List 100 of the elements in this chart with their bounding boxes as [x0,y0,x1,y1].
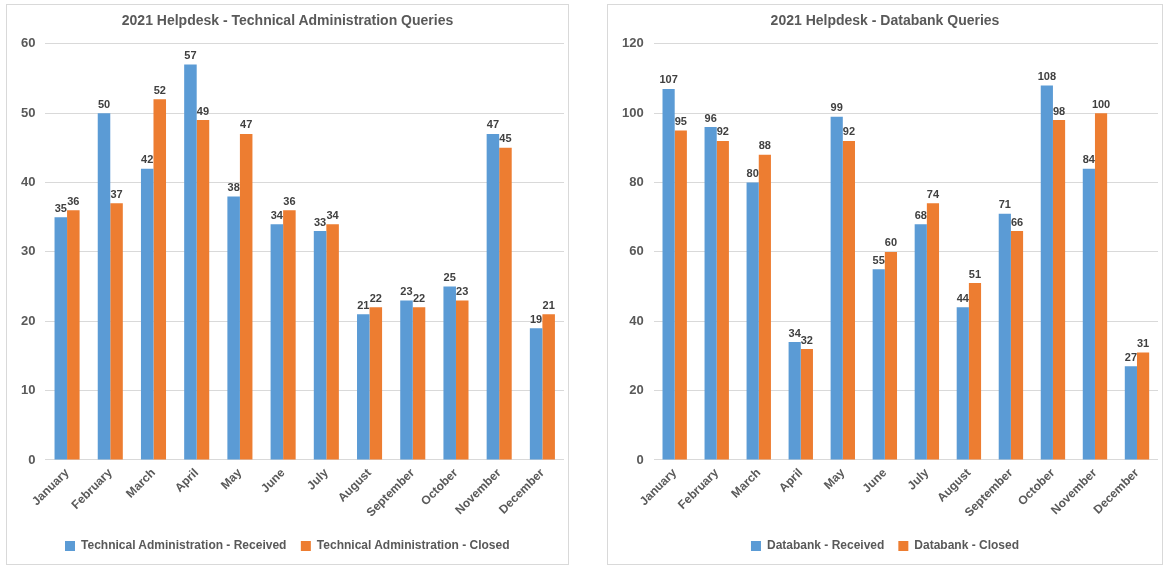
data-label: 33 [313,215,327,228]
data-label: 108 [1037,69,1057,82]
y-tick-label: 20 [629,382,644,398]
bar [1094,113,1108,460]
bar [998,213,1011,460]
bar [357,314,370,460]
bar [369,307,383,460]
chart-title: 2021 Helpdesk - Databank Queries [770,12,1000,29]
bar [54,217,68,460]
data-label: 34 [326,208,340,221]
y-tick-label: 20 [20,312,36,328]
data-label: 84 [1082,153,1096,166]
bar [830,116,843,460]
bar [239,133,253,460]
y-tick-label: 120 [621,35,644,51]
data-label: 34 [270,208,284,221]
bar [196,120,210,460]
bar [872,269,885,460]
bar [227,196,240,460]
data-label: 35 [54,201,67,214]
data-label: 38 [227,180,240,193]
data-label: 36 [283,194,296,207]
data-label: 88 [758,139,771,152]
data-label: 47 [486,118,500,131]
bar [1124,366,1137,460]
data-label: 99 [830,101,843,114]
y-tick-label: 50 [20,104,36,120]
data-label: 22 [369,291,382,304]
data-label: 49 [196,104,210,117]
data-label: 80 [746,167,759,180]
bar [529,328,543,460]
bar [704,127,717,460]
data-label: 96 [704,111,717,124]
bar [140,168,154,460]
bar [455,300,469,460]
y-tick-label: 30 [20,243,36,259]
bar [313,231,327,460]
bar [1082,168,1095,460]
data-label: 51 [968,267,982,280]
data-label: 55 [872,253,885,266]
legend-label: Technical Administration - Closed [316,538,510,553]
data-label: 92 [716,125,729,138]
bar [914,224,927,460]
bar [443,286,456,460]
bar [662,88,675,460]
data-label: 23 [400,284,413,297]
bar [968,283,982,460]
data-label: 32 [800,333,813,346]
y-tick-label: 80 [629,174,644,190]
y-tick-label: 60 [629,243,644,259]
y-tick-label: 100 [621,104,644,120]
data-label: 92 [842,125,856,138]
bar [842,140,855,460]
data-label: 21 [542,298,555,311]
data-label: 107 [659,73,678,86]
data-label: 68 [914,208,927,221]
bar [270,224,284,460]
y-tick-label: 0 [28,451,36,467]
bar [542,314,555,460]
bar [110,203,123,460]
data-label: 60 [884,236,898,249]
bar [283,210,296,460]
y-tick-label: 10 [20,382,36,398]
data-label: 22 [412,291,426,304]
data-label: 98 [1052,104,1066,117]
y-tick-label: 60 [20,35,36,51]
bar [1052,120,1066,460]
data-label: 19 [530,312,543,325]
data-label: 36 [67,194,80,207]
data-label: 31 [1136,336,1150,349]
data-label: 45 [499,132,512,145]
bar [788,342,801,460]
bar [153,99,167,460]
bar [400,300,413,460]
bar [758,154,771,460]
bar [67,210,80,460]
data-label: 57 [184,49,197,62]
data-label: 27 [1124,350,1138,363]
data-label: 23 [456,284,469,297]
bar [184,64,197,460]
y-tick-label: 40 [20,174,36,190]
y-tick-label: 0 [636,451,644,467]
bar [800,348,813,460]
data-label: 100 [1091,97,1111,110]
bar [1136,352,1150,460]
bar [674,130,687,460]
data-label: 71 [998,198,1011,211]
bar [746,182,759,460]
bar [412,307,426,460]
chart-title: 2021 Helpdesk - Technical Administration Queries [121,12,454,29]
data-label: 95 [674,115,687,128]
bar [956,307,969,460]
data-label: 25 [443,271,456,284]
bar [1010,231,1024,460]
bar [499,147,512,460]
data-label: 44 [956,291,970,304]
bar [326,224,339,460]
data-label: 21 [357,298,370,311]
data-label: 37 [110,187,123,200]
bar [716,140,729,460]
